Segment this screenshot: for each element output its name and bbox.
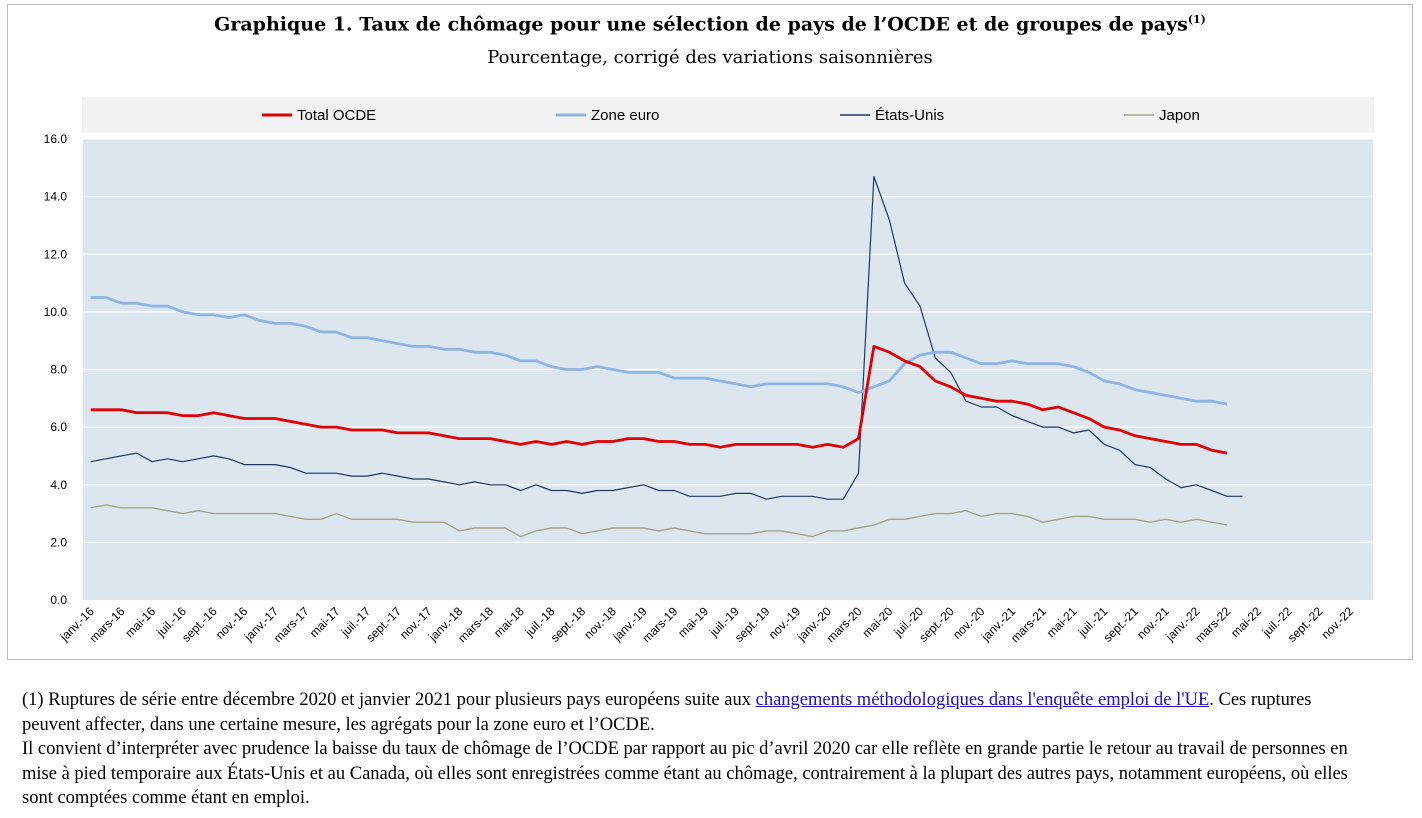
y-axis-ticks: 0.0 2.0 4.0 6.0 8.0 10.0 12.0 14.0 16.0 [44,132,68,607]
y-tick-label: 16.0 [44,132,68,146]
y-tick-label: 4.0 [50,478,67,492]
x-tick-label: sept.-20 [916,604,957,645]
x-axis-ticks: janv.-16mars-16mai-16juil.-16sept.-16nov… [57,604,1357,645]
y-tick-label: 2.0 [50,535,67,549]
series-line-total-ocde [90,344,1228,455]
x-tick-label: mai-18 [491,604,527,640]
note-2: Il convient d’interpréter avec prudence … [22,739,1348,808]
x-tick-label: mai-19 [675,604,711,640]
series-line-japon [90,504,1228,538]
legend-background [82,97,1374,133]
legend-label: États-Unis [875,107,944,124]
x-tick-label: mai-17 [307,604,343,640]
series-lines [90,175,1243,538]
x-tick-label: sept.-21 [1101,604,1142,645]
x-tick-label: nov.-22 [1319,604,1357,642]
x-tick-label: sept.-17 [363,604,404,645]
legend-label: Zone euro [591,107,659,124]
chart-notes: (1) Ruptures de série entre décembre 202… [22,688,1358,811]
y-tick-label: 6.0 [50,420,67,434]
series-line-etats-unis [90,175,1243,500]
legend-label: Japon [1159,107,1200,124]
methodology-link[interactable]: changements méthodologiques dans l'enquê… [755,690,1210,710]
x-tick-label: sept.-18 [548,604,589,645]
chart-subtitle: Pourcentage, corrigé des variations sais… [487,47,933,68]
y-tick-label: 8.0 [50,363,67,377]
x-tick-label: mai-20 [860,604,896,640]
y-tick-label: 12.0 [44,247,68,261]
x-tick-label: sept.-16 [179,604,220,645]
x-tick-label: mai-22 [1228,604,1264,640]
x-tick-label: sept.-22 [1285,604,1326,645]
y-tick-label: 14.0 [44,190,68,204]
legend: Total OCDE Zone euro États-Unis Japon [262,107,1200,124]
chart-title: Graphique 1. Taux de chômage pour une sé… [214,13,1206,36]
series-line-zone-euro [90,296,1228,406]
x-tick-label: mai-16 [122,604,158,640]
gridlines [83,138,1373,543]
y-tick-label: 10.0 [44,305,68,319]
x-tick-label: mai-21 [1044,604,1080,640]
legend-label: Total OCDE [297,107,376,124]
note-1: (1) Ruptures de série entre décembre 202… [22,690,1312,735]
y-tick-label: 0.0 [50,593,67,607]
x-tick-label: sept.-19 [732,604,773,645]
line-chart: 0.0 2.0 4.0 6.0 8.0 10.0 12.0 14.0 16.0 janv.-16… [44,97,1374,645]
